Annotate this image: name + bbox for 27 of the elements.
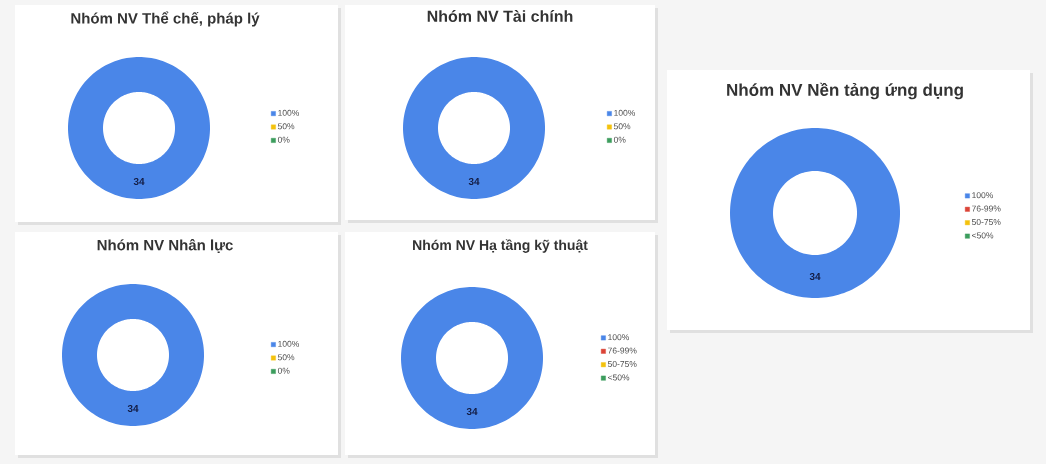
chart-title: Nhóm NV Nền tảng ứng dụng <box>727 82 963 100</box>
legend-label: 76-99% <box>608 347 637 354</box>
legend-label: 100% <box>972 192 994 199</box>
legend-label: <50% <box>608 374 630 381</box>
legend-label: 0% <box>277 136 290 143</box>
legend-label: 100% <box>278 109 300 116</box>
legend-label: 100% <box>278 340 300 347</box>
data-label: 34 <box>809 272 821 281</box>
legend-label: 50-75% <box>971 218 1001 225</box>
chart-title: Nhóm NV Nhân lực <box>97 239 233 253</box>
data-label: 34 <box>127 404 139 413</box>
legend-label: 76-99% <box>972 205 1001 212</box>
legend-label: 50% <box>613 123 631 130</box>
legend-label: 50-75% <box>607 360 637 368</box>
legend-label: 0% <box>613 136 626 143</box>
legend-label: 0% <box>277 367 290 374</box>
data-label: 34 <box>133 177 145 186</box>
data-label: 34 <box>468 177 480 186</box>
legend-label: 100% <box>608 334 630 341</box>
chart-title: Nhóm NV Thể chế, pháp lý <box>71 11 260 27</box>
legend-label: 50% <box>277 123 295 130</box>
legend-label: <50% <box>972 232 994 239</box>
chart-title: Nhóm NV Hạ tầng kỹ thuật <box>413 239 588 253</box>
data-label: 34 <box>466 407 478 416</box>
legend-label: 100% <box>614 109 636 116</box>
legend-label: 50% <box>277 354 295 361</box>
chart-title: Nhóm NV Tài chính <box>427 10 573 22</box>
